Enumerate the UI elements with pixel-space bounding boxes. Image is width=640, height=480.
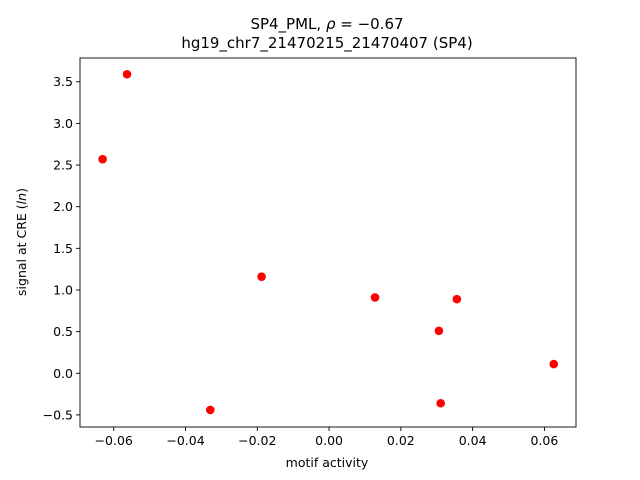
chart-title-line1: SP4_PML, ρ = −0.67 [250, 15, 403, 34]
points-layer [98, 69, 559, 415]
y-tick-label: 2.0 [53, 199, 73, 214]
data-point [370, 293, 380, 302]
x-tick-label: 0.04 [459, 433, 487, 448]
data-point [452, 294, 462, 304]
y-axis-label: signal at CRE (ln) [14, 188, 29, 296]
data-point [549, 359, 559, 369]
x-tick-label: −0.06 [95, 433, 133, 448]
data-point [434, 326, 444, 336]
data-point [205, 405, 215, 415]
x-tick-label: 0.02 [387, 433, 415, 448]
chart-title-line2: hg19_chr7_21470215_21470407 (SP4) [181, 34, 472, 53]
data-point [122, 69, 132, 79]
x-tick-label: 0.06 [530, 433, 558, 448]
y-tick-label: 0.5 [53, 324, 73, 339]
plot-frame [79, 57, 577, 428]
y-tick-label: 3.0 [53, 116, 73, 131]
x-tick-label: −0.02 [238, 433, 276, 448]
x-axis-label: motif activity [286, 455, 369, 470]
y-tick-label: 0.0 [53, 366, 73, 381]
ticks-layer: −0.06 −0.04 −0.02 0.00 0.02 0.04 0.06 −0.5 0.0 0.… [43, 74, 559, 448]
x-tick-label: 0.00 [315, 433, 343, 448]
data-point [257, 272, 266, 281]
y-tick-label: 1.0 [53, 282, 73, 297]
x-tick-label: −0.04 [166, 433, 204, 448]
data-point [98, 154, 107, 164]
data-point [436, 398, 445, 408]
y-tick-label: 1.5 [53, 241, 73, 256]
y-tick-label: −0.5 [43, 407, 73, 422]
y-tick-label: 2.5 [53, 158, 73, 173]
y-tick-label: 3.5 [53, 74, 73, 89]
